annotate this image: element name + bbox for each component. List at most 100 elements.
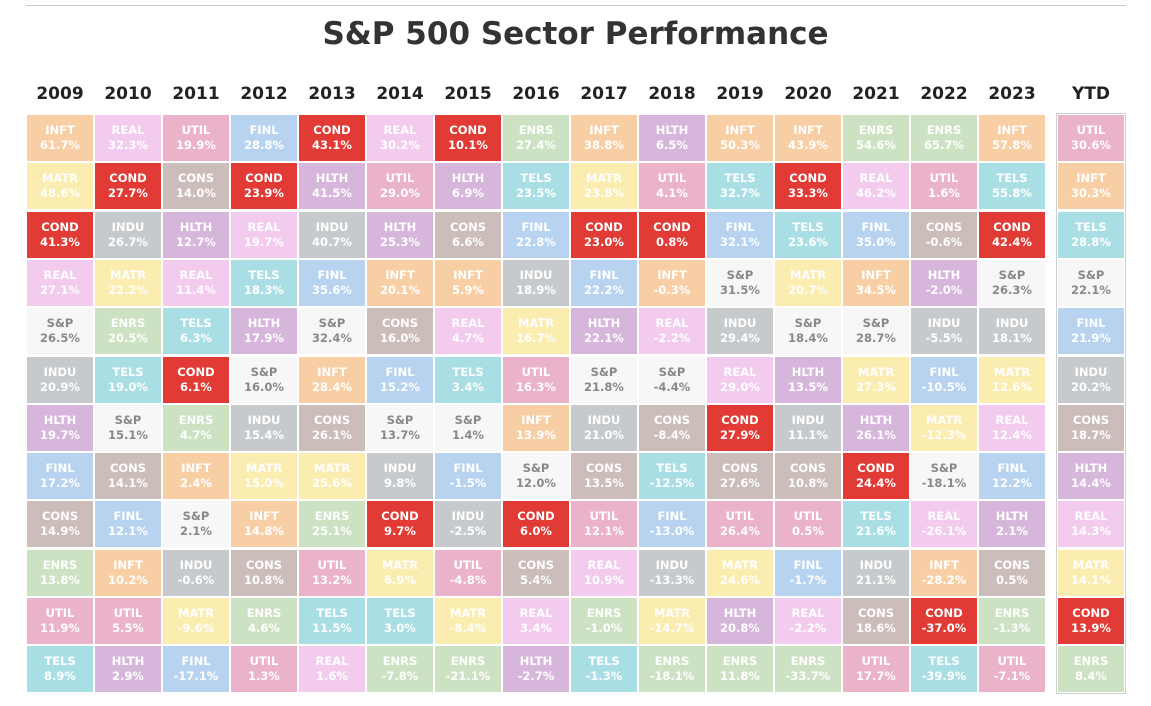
sector-cell: MATR 12.6% [979, 357, 1045, 403]
sector-label: TELS [112, 365, 144, 379]
sector-cell: REAL 3.4% [503, 598, 569, 644]
sector-cell: INFT 61.7% [27, 115, 93, 161]
sector-label: CONS [109, 461, 147, 475]
sector-cell: INFT 30.3% [1058, 163, 1124, 209]
sector-label: COND [41, 220, 79, 234]
sector-label: COND [789, 171, 827, 185]
sector-label: ENRS [246, 606, 282, 620]
sector-cell: CONS 18.6% [843, 598, 909, 644]
sector-label: UTIL [929, 171, 959, 185]
sector-return-value: 3.0% [384, 621, 416, 635]
sector-cell: INFT 34.5% [843, 260, 909, 306]
sector-label: FINL [929, 365, 959, 379]
sector-cell: MATR 15.0% [231, 453, 297, 499]
sector-cell: INFT 50.3% [707, 115, 773, 161]
sector-label: FINL [997, 461, 1027, 475]
sector-cell: TELS -12.5% [639, 453, 705, 499]
sector-return-value: 15.1% [108, 428, 148, 442]
sector-return-value: 3.4% [520, 621, 552, 635]
year-header-ytd: YTD [1071, 84, 1111, 104]
sector-cell: INDU 20.9% [27, 357, 93, 403]
sector-cell: MATR 20.7% [775, 260, 841, 306]
sector-return-value: 13.9% [516, 428, 556, 442]
sector-return-value: 65.7% [924, 138, 964, 152]
sector-return-value: 19.7% [244, 235, 284, 249]
sector-cell: S&P 16.0% [231, 357, 297, 403]
sector-label: MATR [449, 606, 487, 620]
sector-cell: CONS 10.8% [231, 550, 297, 596]
sector-label: INDU [995, 316, 1029, 330]
sector-cell: FINL 35.6% [299, 260, 365, 306]
sector-label: HLTH [315, 171, 349, 185]
sector-cell: REAL 46.2% [843, 163, 909, 209]
sector-cell: MATR 48.6% [27, 163, 93, 209]
sector-label: MATR [41, 171, 79, 185]
sector-label: MATR [109, 268, 147, 282]
sector-cell: HLTH 2.1% [979, 501, 1045, 547]
sector-label: CONS [517, 558, 555, 572]
sector-label: MATR [993, 365, 1031, 379]
sector-label: TELS [724, 171, 756, 185]
sector-label: INDU [1074, 365, 1108, 379]
sector-cell: S&P 26.5% [27, 308, 93, 354]
sector-label: TELS [384, 606, 416, 620]
sector-cell: REAL -26.1% [911, 501, 977, 547]
sector-cell: INDU 18.1% [979, 308, 1045, 354]
sector-return-value: 28.4% [312, 380, 352, 394]
sector-return-value: 14.4% [1071, 476, 1111, 490]
sector-return-value: 26.5% [40, 331, 80, 345]
sector-cell: ENRS -18.1% [639, 646, 705, 692]
sector-label: UTIL [521, 365, 551, 379]
sector-label: S&P [318, 316, 346, 330]
sector-return-value: 18.4% [788, 331, 828, 345]
sector-cell: MATR -12.3% [911, 405, 977, 451]
sector-cell: ENRS 8.4% [1058, 646, 1124, 692]
sector-cell: FINL -10.5% [911, 357, 977, 403]
sector-cell: FINL 35.0% [843, 212, 909, 258]
sector-cell: INDU 26.7% [95, 212, 161, 258]
sector-cell: MATR 27.3% [843, 357, 909, 403]
sector-return-value: 28.7% [856, 331, 896, 345]
year-header-2011: 2011 [172, 84, 220, 104]
sector-label: REAL [451, 316, 485, 330]
sector-return-value: 6.1% [180, 380, 212, 394]
sector-cell: S&P 26.3% [979, 260, 1045, 306]
sector-return-value: 20.8% [720, 621, 760, 635]
sector-cell: CONS 5.4% [503, 550, 569, 596]
sector-cell: ENRS -1.0% [571, 598, 637, 644]
sector-return-value: 9.8% [384, 476, 416, 490]
sector-cell: UTIL 17.7% [843, 646, 909, 692]
sector-return-value: -12.3% [921, 428, 967, 442]
sector-label: HLTH [655, 123, 689, 137]
sector-cell: HLTH 25.3% [367, 212, 433, 258]
sector-label: MATR [925, 413, 963, 427]
sector-return-value: -2.5% [449, 524, 487, 538]
sector-label: FINL [725, 220, 755, 234]
sector-return-value: 23.8% [584, 186, 624, 200]
sector-return-value: -39.9% [921, 669, 967, 683]
sector-return-value: 55.8% [992, 186, 1032, 200]
sector-label: TELS [792, 220, 824, 234]
sector-label: HLTH [995, 509, 1029, 523]
sector-return-value: 41.3% [40, 235, 80, 249]
sector-cell: FINL 32.1% [707, 212, 773, 258]
sector-cell: FINL 21.9% [1058, 308, 1124, 354]
sector-return-value: 30.2% [380, 138, 420, 152]
sector-return-value: 2.1% [996, 524, 1028, 538]
sector-cell: S&P 28.7% [843, 308, 909, 354]
sector-return-value: 8.4% [1075, 669, 1107, 683]
sector-return-value: -0.6% [177, 573, 215, 587]
sector-label: INFT [657, 268, 687, 282]
sector-label: COND [925, 606, 963, 620]
sector-label: HLTH [927, 268, 961, 282]
sector-label: UTIL [997, 654, 1027, 668]
sector-return-value: 4.7% [180, 428, 212, 442]
sector-cell: TELS 11.5% [299, 598, 365, 644]
sector-return-value: 61.7% [40, 138, 80, 152]
sector-cell: TELS 6.3% [163, 308, 229, 354]
sector-cell: REAL 1.6% [299, 646, 365, 692]
sector-label: CONS [381, 316, 419, 330]
sector-label: REAL [655, 316, 689, 330]
sector-return-value: 13.7% [380, 428, 420, 442]
sector-cell: UTIL 13.2% [299, 550, 365, 596]
